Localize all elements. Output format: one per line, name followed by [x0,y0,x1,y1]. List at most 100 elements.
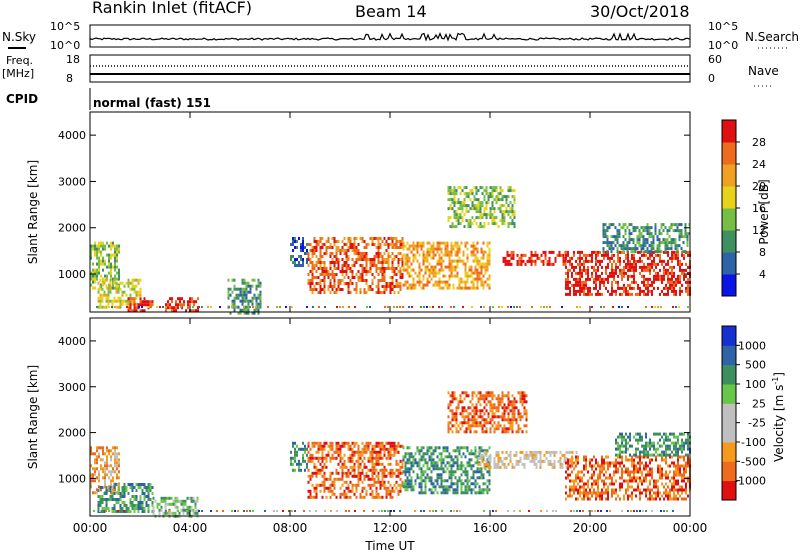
heatmap-cell [610,244,613,248]
heatmap-cell [675,306,677,308]
heatmap-cell [450,259,453,263]
heatmap-cell [384,306,386,308]
heatmap-cell [104,259,106,263]
heatmap-cell [489,394,492,398]
heatmap-cell [353,252,356,255]
heatmap-cell [377,459,380,463]
heatmap-cell [608,244,611,248]
heatmap-cell [667,268,669,272]
heatmap-cell [119,492,122,495]
heatmap-cell [428,262,431,266]
heatmap-cell [119,302,122,306]
heatmap-cell [112,286,114,290]
heatmap-cell [466,247,469,251]
heatmap-cell [483,222,486,226]
heatmap-cell [365,444,368,448]
heatmap-cell [168,502,171,506]
heatmap-cell [426,241,429,245]
heatmap-cell [499,403,502,407]
heatmap-cell [110,253,112,257]
heatmap-cell [615,268,617,272]
heatmap-cell [640,232,643,236]
heatmap-cell [519,400,522,404]
heatmap-cell [450,464,453,468]
heatmap-cell [391,261,394,264]
heatmap-cell [105,501,108,504]
heatmap-cell [453,213,456,217]
heatmap-cell [677,458,679,462]
heatmap-cell [114,458,116,462]
noise-tick-right-bottom: 10^0 [708,39,738,52]
heatmap-cell [118,470,120,474]
heatmap-cell [483,306,485,308]
heatmap-cell [565,286,567,290]
heatmap-cell [675,479,677,483]
heatmap-cell [331,483,334,487]
heatmap-cell [321,267,324,270]
heatmap-cell [307,480,310,484]
heatmap-cell [355,261,358,264]
heatmap-cell [99,501,102,504]
heatmap-cell [611,274,613,278]
heatmap-cell [489,456,492,460]
heatmap-cell [253,278,256,282]
heatmap-cell [658,247,661,251]
heatmap-cell [99,299,102,303]
heatmap-cell [447,189,450,193]
heatmap-cell [491,397,494,401]
heatmap-cell [463,409,466,413]
heatmap-cell [607,494,609,498]
heatmap-cell [243,308,246,312]
heatmap-cell [307,474,310,478]
heatmap-cell [649,461,651,465]
heatmap-cell [175,309,177,313]
heatmap-cell [593,470,595,474]
heatmap-cell [471,397,474,401]
heatmap-cell [395,486,398,490]
heatmap-cell [430,244,433,248]
heatmap-cell [466,277,469,281]
heatmap-cell [367,288,370,291]
heatmap-cell [375,444,378,448]
power-x-axis-ticks [89,112,691,312]
heatmap-cell [465,415,468,419]
heatmap-cell [98,455,100,459]
heatmap-cell [361,255,364,258]
heatmap-cell [629,286,631,290]
heatmap-cell [452,259,455,263]
heatmap-cell [525,430,528,434]
heatmap-cell [440,259,443,263]
heatmap-cell [329,264,332,267]
heatmap-cell [579,265,581,269]
heatmap-cell [455,210,458,214]
heatmap-cell [487,400,490,404]
heatmap-cell [638,241,641,245]
heatmap-cell [616,247,619,251]
heatmap-cell [626,247,629,251]
heatmap-cell [649,256,651,260]
heatmap-cell [491,412,494,416]
heatmap-cell [395,243,398,246]
heatmap-cell [442,268,445,272]
heatmap-cell [402,485,405,489]
heatmap-cell [104,482,106,486]
heatmap-cell [325,465,328,469]
heatmap-cell [667,476,669,480]
heatmap-cell [686,241,689,245]
heatmap-cell [357,444,360,448]
heatmap-cell [430,482,433,486]
heatmap-cell [515,453,518,457]
heatmap-cell [591,491,593,495]
heatmap-cell [365,258,368,261]
heatmap-cell [377,243,380,246]
heatmap-cell [521,391,524,395]
heatmap-cell [471,216,474,220]
heatmap-cell [604,232,607,236]
heatmap-cell [591,259,593,263]
heatmap-cell [319,447,322,451]
heatmap-cell [347,489,350,493]
heatmap-cell [389,474,392,478]
heatmap-cell [418,485,421,489]
heatmap-cell [453,418,456,422]
heatmap-cell [426,253,429,257]
